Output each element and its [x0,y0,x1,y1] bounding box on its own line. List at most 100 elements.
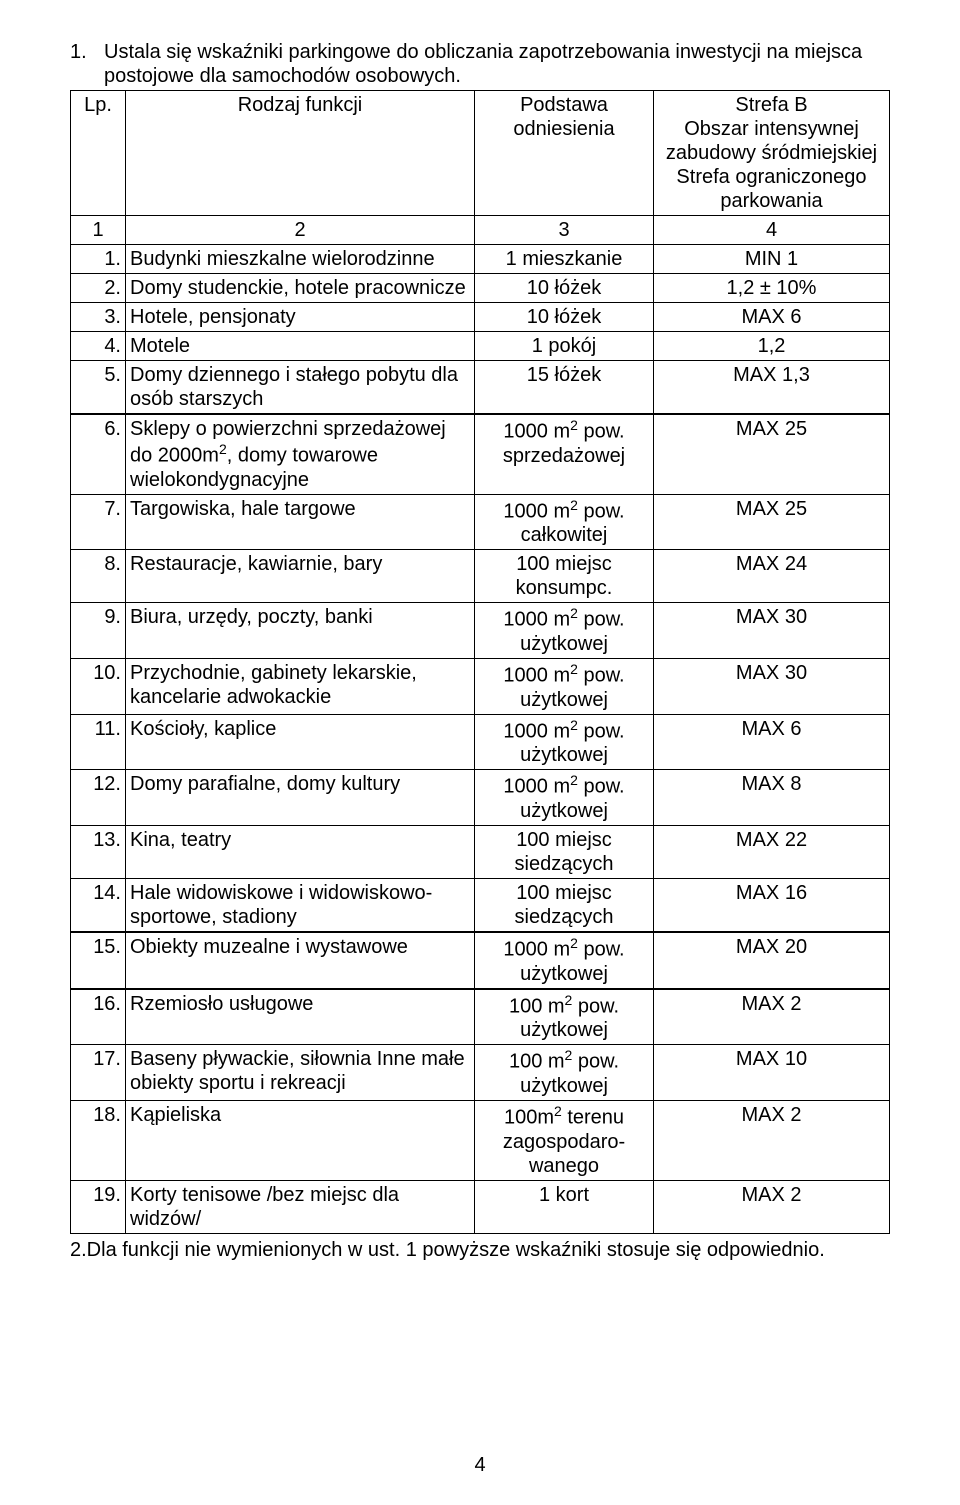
table-row: 3.Hotele, pensjonaty10 łóżekMAX 6 [71,303,890,332]
numcell-4: 4 [654,216,890,245]
table-numbering-row: 1 2 3 4 [71,216,890,245]
cell-func: Biura, urzędy, poczty, banki [126,603,475,659]
cell-func: Sklepy o powierzchni sprzedażowej do 200… [126,414,475,494]
cell-lp: 7. [71,494,126,550]
cell-zone: MIN 1 [654,245,890,274]
cell-lp: 10. [71,658,126,714]
cell-lp: 17. [71,1045,126,1101]
header-basis: Podstawa odniesienia [475,91,654,216]
cell-func: Przychodnie, gabinety lekarskie, kancela… [126,658,475,714]
table-row: 4.Motele1 pokój1,2 [71,332,890,361]
header-zone: Strefa B Obszar intensywnej zabudowy śró… [654,91,890,216]
cell-basis: 100m2 terenu zagospodaro-wanego [475,1100,654,1180]
zone-line1: Strefa B [658,93,885,117]
table-row: 12.Domy parafialne, domy kultury1000 m2 … [71,770,890,826]
cell-basis: 1 pokój [475,332,654,361]
cell-lp: 8. [71,550,126,603]
cell-lp: 11. [71,714,126,770]
table-row: 19.Korty tenisowe /bez miejsc dla widzów… [71,1180,890,1233]
cell-func: Motele [126,332,475,361]
cell-lp: 15. [71,932,126,989]
table-row: 1.Budynki mieszkalne wielorodzinne1 mies… [71,245,890,274]
cell-lp: 4. [71,332,126,361]
cell-basis: 1000 m2 pow. użytkowej [475,770,654,826]
table-row: 11.Kościoły, kaplice1000 m2 pow. użytkow… [71,714,890,770]
intro-text: Ustala się wskaźniki parkingowe do oblic… [104,40,890,88]
page: 1. Ustala się wskaźniki parkingowe do ob… [0,0,960,1505]
cell-basis: 10 łóżek [475,303,654,332]
cell-zone: MAX 22 [654,825,890,878]
table-row: 8.Restauracje, kawiarnie, bary100 miejsc… [71,550,890,603]
cell-func: Hotele, pensjonaty [126,303,475,332]
cell-func: Domy studenckie, hotele pracownicze [126,274,475,303]
parking-table: Lp. Rodzaj funkcji Podstawa odniesienia … [70,90,890,1234]
cell-basis: 1 kort [475,1180,654,1233]
cell-basis: 15 łóżek [475,361,654,415]
cell-lp: 2. [71,274,126,303]
zone-line2: Obszar intensywnej zabudowy śródmiejskie… [658,117,885,165]
cell-func: Budynki mieszkalne wielorodzinne [126,245,475,274]
table-row: 14.Hale widowiskowe i widowiskowo-sporto… [71,878,890,932]
table-row: 18.Kąpieliska100m2 terenu zagospodaro-wa… [71,1100,890,1180]
cell-zone: MAX 16 [654,878,890,932]
cell-basis: 100 m2 pow. użytkowej [475,989,654,1045]
cell-func: Obiekty muzealne i wystawowe [126,932,475,989]
zone-line3: Strefa ograniczonego parkowania [658,165,885,213]
table-row: 15.Obiekty muzealne i wystawowe1000 m2 p… [71,932,890,989]
cell-zone: MAX 20 [654,932,890,989]
table-header-row: Lp. Rodzaj funkcji Podstawa odniesienia … [71,91,890,216]
cell-zone: MAX 2 [654,1100,890,1180]
cell-zone: MAX 30 [654,603,890,659]
table-row: 13.Kina, teatry100 miejsc siedzącychMAX … [71,825,890,878]
table-row: 9.Biura, urzędy, poczty, banki1000 m2 po… [71,603,890,659]
numcell-1: 1 [71,216,126,245]
cell-func: Rzemiosło usługowe [126,989,475,1045]
table-row: 5.Domy dziennego i stałego pobytu dla os… [71,361,890,415]
intro-paragraph: 1. Ustala się wskaźniki parkingowe do ob… [70,40,890,88]
numcell-3: 3 [475,216,654,245]
cell-basis: 100 miejsc siedzących [475,878,654,932]
cell-zone: MAX 30 [654,658,890,714]
cell-func: Kościoły, kaplice [126,714,475,770]
cell-zone: MAX 10 [654,1045,890,1101]
numcell-2: 2 [126,216,475,245]
cell-lp: 1. [71,245,126,274]
cell-zone: MAX 25 [654,494,890,550]
cell-lp: 9. [71,603,126,659]
cell-lp: 6. [71,414,126,494]
cell-zone: 1,2 ± 10% [654,274,890,303]
header-func: Rodzaj funkcji [126,91,475,216]
cell-lp: 16. [71,989,126,1045]
cell-basis: 1000 m2 pow. użytkowej [475,658,654,714]
cell-basis: 100 m2 pow. użytkowej [475,1045,654,1101]
cell-zone: MAX 1,3 [654,361,890,415]
cell-zone: MAX 6 [654,714,890,770]
table-row: 16.Rzemiosło usługowe100 m2 pow. użytkow… [71,989,890,1045]
cell-func: Targowiska, hale targowe [126,494,475,550]
header-lp: Lp. [71,91,126,216]
table-row: 6.Sklepy o powierzchni sprzedażowej do 2… [71,414,890,494]
cell-zone: 1,2 [654,332,890,361]
table-row: 2.Domy studenckie, hotele pracownicze10 … [71,274,890,303]
cell-func: Korty tenisowe /bez miejsc dla widzów/ [126,1180,475,1233]
cell-lp: 19. [71,1180,126,1233]
cell-zone: MAX 24 [654,550,890,603]
cell-func: Restauracje, kawiarnie, bary [126,550,475,603]
table-row: 10.Przychodnie, gabinety lekarskie, kanc… [71,658,890,714]
cell-func: Kąpieliska [126,1100,475,1180]
cell-lp: 5. [71,361,126,415]
cell-basis: 10 łóżek [475,274,654,303]
cell-basis: 1000 m2 pow. użytkowej [475,932,654,989]
table-row: 17.Baseny pływackie, siłownia Inne małe … [71,1045,890,1101]
outro-paragraph: 2.Dla funkcji nie wymienionych w ust. 1 … [70,1238,890,1262]
cell-zone: MAX 6 [654,303,890,332]
cell-zone: MAX 2 [654,989,890,1045]
cell-func: Domy parafialne, domy kultury [126,770,475,826]
cell-basis: 1000 m2 pow. sprzedażowej [475,414,654,494]
cell-func: Hale widowiskowe i widowiskowo-sportowe,… [126,878,475,932]
cell-zone: MAX 8 [654,770,890,826]
cell-lp: 18. [71,1100,126,1180]
page-number: 4 [0,1453,960,1477]
cell-basis: 1000 m2 pow. użytkowej [475,714,654,770]
cell-lp: 3. [71,303,126,332]
